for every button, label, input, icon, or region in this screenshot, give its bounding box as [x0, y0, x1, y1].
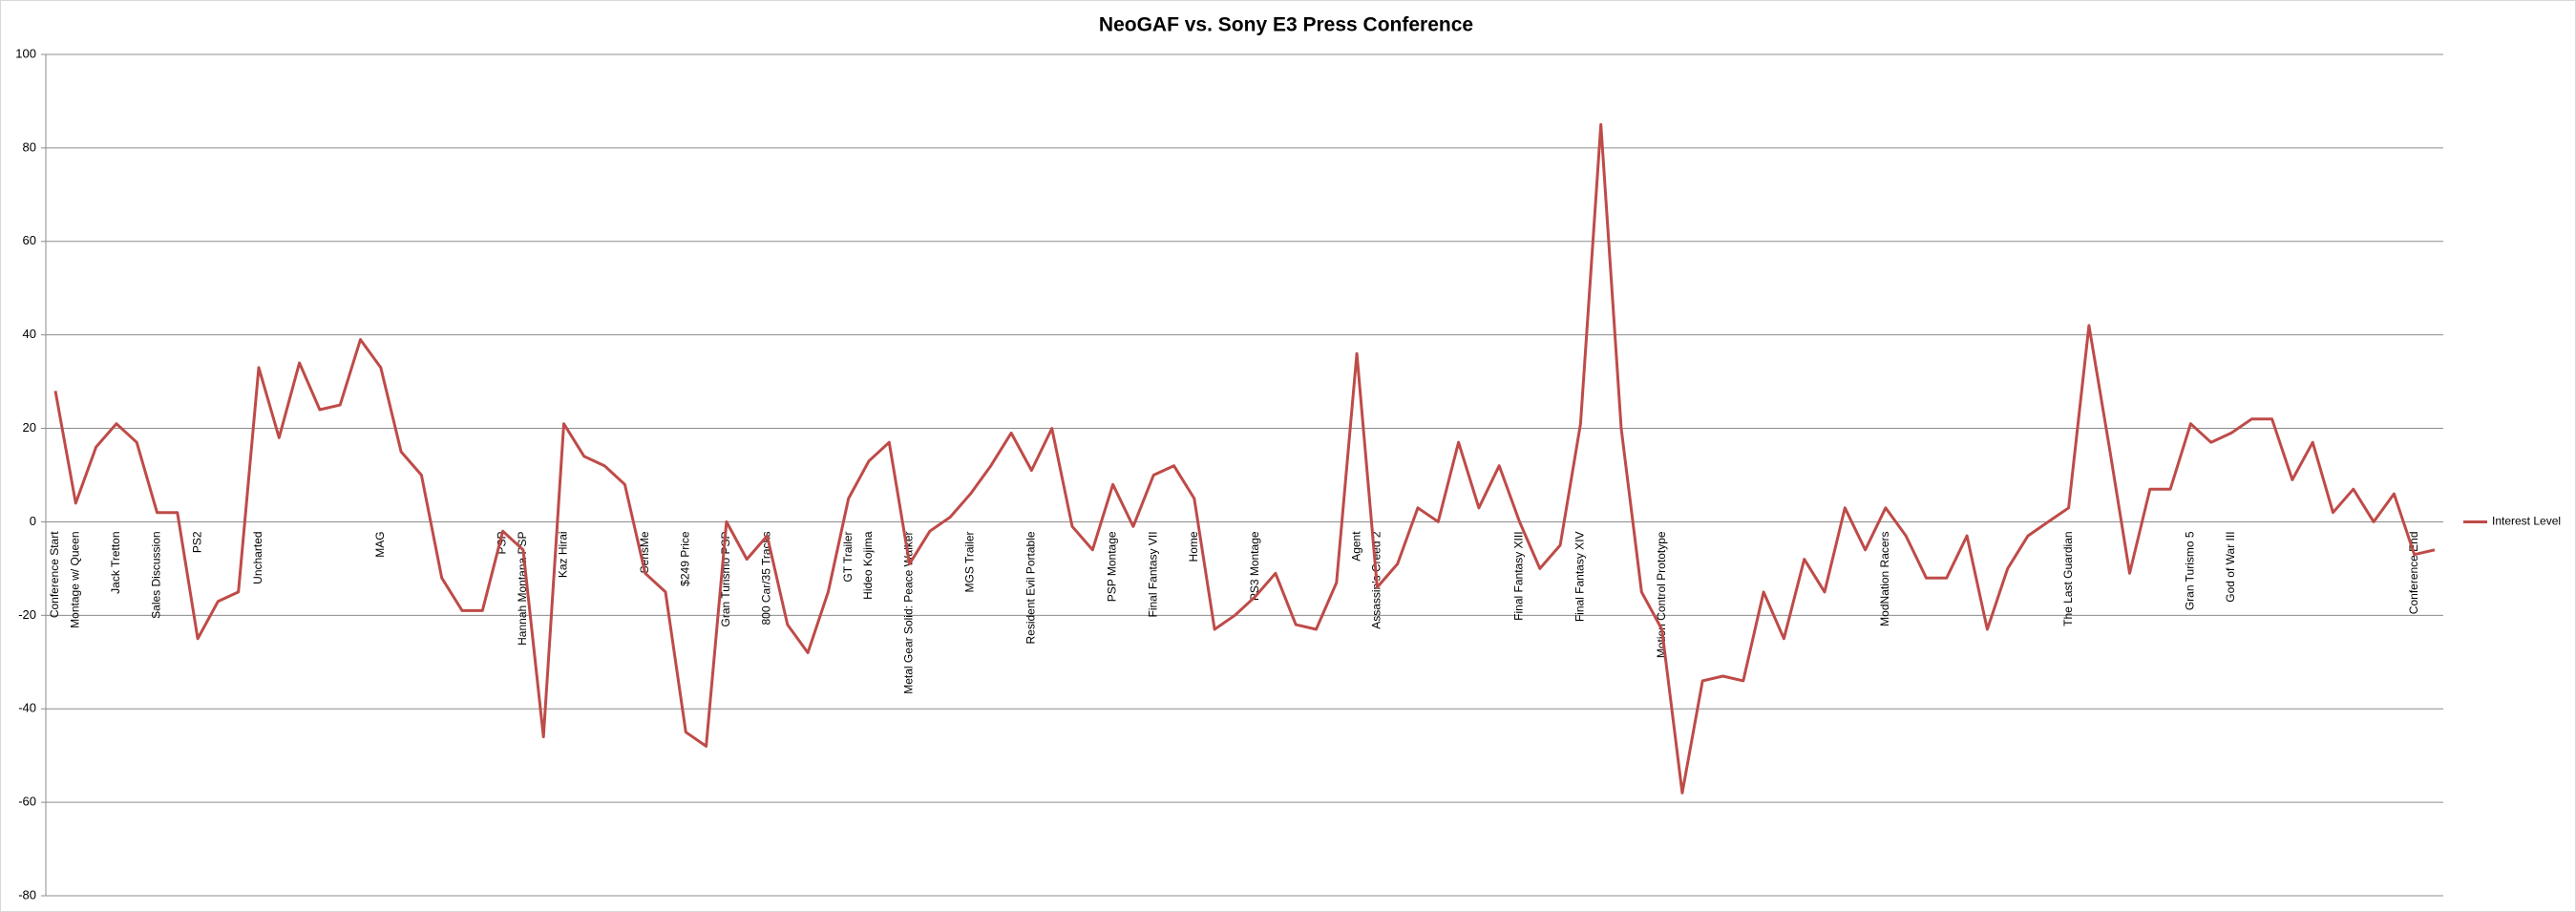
x-tick-label: Kaz Hirai — [557, 531, 570, 578]
x-tick-label: PSP Montage — [1106, 531, 1119, 602]
x-tick-label: Uncharted — [251, 531, 264, 583]
y-tick-label: 80 — [23, 139, 36, 154]
y-tick-label: 20 — [23, 420, 36, 435]
x-tick-label: GT Trailer — [841, 531, 855, 582]
y-tick-label: 0 — [30, 514, 36, 528]
chart-title: NeoGAF vs. Sony E3 Press Conference — [1099, 14, 1473, 36]
x-tick-label: PS3 Montage — [1248, 531, 1261, 601]
legend-label: Interest Level — [2492, 515, 2561, 528]
data-line — [53, 122, 2436, 795]
x-tick-label: Jack Tretton — [109, 531, 122, 593]
y-tick-label: 60 — [23, 233, 36, 247]
x-tick-label: Agent — [1349, 531, 1362, 562]
y-tick-label: 40 — [23, 327, 36, 341]
x-tick-label: MAG — [373, 531, 387, 557]
x-tick-label: Final Fantasy XIV — [1573, 531, 1587, 622]
x-tick-label: Home — [1187, 531, 1200, 562]
y-tick-label: -60 — [18, 795, 36, 809]
x-tick-label: Final Fantasy VII — [1146, 531, 1159, 617]
x-tick-label: Final Fantasy XIII — [1512, 531, 1526, 620]
x-tick-label: Montage w/ Queen — [68, 531, 81, 627]
x-tick-label: Gran Turismo 5 — [2184, 531, 2197, 610]
x-tick-label: 800 Car/35 Tracks — [760, 531, 773, 625]
x-tick-label: Conference Start — [48, 531, 61, 618]
x-tick-label: MGS Trailer — [963, 531, 977, 592]
x-tick-label: ModNation Racers — [1878, 531, 1891, 626]
x-tick-label: God of War III — [2224, 531, 2237, 602]
x-tick-label: Sales Discussion — [150, 531, 163, 618]
x-tick-label: Hideo Kojima — [861, 531, 875, 600]
x-tick-label: Motion Control Prototype — [1655, 531, 1668, 658]
x-tick-label: PS2 — [190, 531, 203, 553]
y-tick-label: -20 — [18, 607, 36, 622]
y-tick-label: -40 — [18, 701, 36, 715]
x-tick-label: Metal Gear Solid: Peace Walker — [902, 531, 916, 693]
y-tick-label: -80 — [18, 887, 36, 901]
x-tick-label: $249 Price — [678, 531, 691, 586]
x-tick-label: Conference End — [2407, 531, 2420, 614]
x-tick-label: Resident Evil Portable — [1024, 531, 1038, 644]
y-tick-label: 100 — [15, 46, 36, 60]
x-tick-label: SensMe — [638, 531, 651, 573]
x-tick-label: The Last Guardian — [2061, 531, 2075, 626]
x-tick-label: Hannah Montana PSP — [516, 531, 529, 645]
